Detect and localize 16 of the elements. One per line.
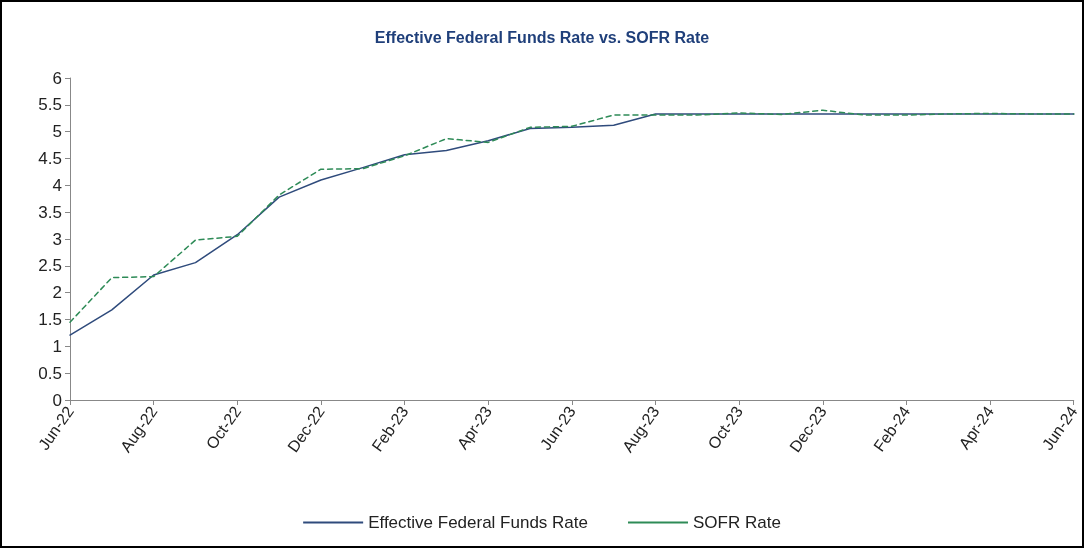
y-tick-label: 2: [52, 283, 62, 303]
y-tick-label: 0.5: [38, 363, 62, 383]
y-tick-label: 1: [52, 336, 62, 356]
y-tick-label: 4.5: [38, 149, 62, 168]
y-tick-label: 1.5: [38, 310, 62, 329]
y-tick-label: 6: [52, 68, 62, 88]
y-tick-label: 5.5: [38, 95, 62, 115]
y-tick-label: 4: [52, 175, 62, 195]
y-tick-label: 3.5: [38, 202, 62, 222]
y-tick-label: 0: [52, 390, 62, 410]
legend-label: Effective Federal Funds Rate: [368, 513, 588, 532]
y-tick-label: 5: [52, 122, 62, 142]
y-tick-label: 3: [52, 229, 62, 249]
chart-title: Effective Federal Funds Rate vs. SOFR Rate: [374, 28, 710, 46]
legend-label: SOFR Rate: [693, 513, 781, 532]
y-tick-label: 2.5: [38, 256, 62, 276]
